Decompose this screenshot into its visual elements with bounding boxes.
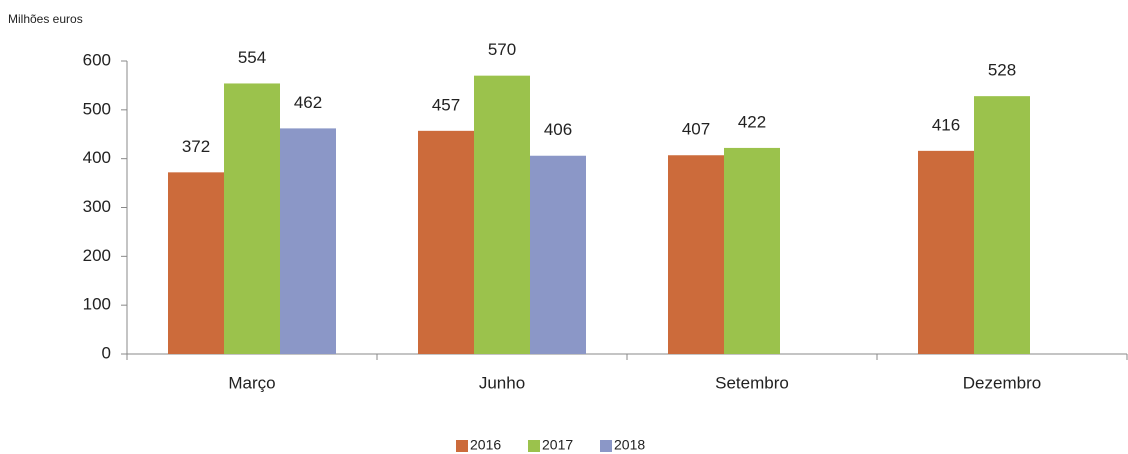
legend-label: 2017: [542, 437, 573, 453]
x-tick-label: Dezembro: [963, 373, 1041, 392]
value-label: 570: [488, 40, 516, 59]
bar: [530, 155, 586, 354]
legend-label: 2016: [470, 437, 501, 453]
bar: [224, 83, 280, 355]
bar: [280, 128, 336, 354]
bar: [974, 96, 1030, 354]
value-label: 372: [182, 137, 210, 156]
bar: [168, 172, 224, 354]
value-label: 457: [432, 95, 460, 114]
value-label: 462: [294, 93, 322, 112]
x-tick-label: Março: [228, 373, 275, 392]
y-tick-label: 300: [83, 197, 111, 216]
y-tick-label: 500: [83, 99, 111, 118]
bar: [918, 150, 974, 354]
legend-swatch: [528, 440, 540, 452]
bar: [418, 130, 474, 354]
value-label: 407: [682, 120, 710, 139]
y-tick-label: 200: [83, 246, 111, 265]
value-label: 528: [988, 61, 1016, 80]
y-axis-label: Milhões euros: [8, 12, 83, 26]
legend-swatch: [456, 440, 468, 452]
bar: [668, 155, 724, 354]
y-tick-label: 400: [83, 148, 111, 167]
legend-label: 2018: [614, 437, 645, 453]
bar: [474, 75, 530, 355]
value-label: 406: [544, 120, 572, 139]
y-tick-label: 100: [83, 295, 111, 314]
value-label: 554: [238, 48, 266, 67]
legend-swatch: [600, 440, 612, 452]
y-tick-label: 600: [83, 50, 111, 69]
x-tick-label: Setembro: [715, 373, 789, 392]
x-tick-label: Junho: [479, 373, 525, 392]
value-label: 422: [738, 112, 766, 131]
y-tick-label: 0: [102, 343, 111, 362]
bar: [724, 147, 780, 354]
value-label: 416: [932, 115, 960, 134]
